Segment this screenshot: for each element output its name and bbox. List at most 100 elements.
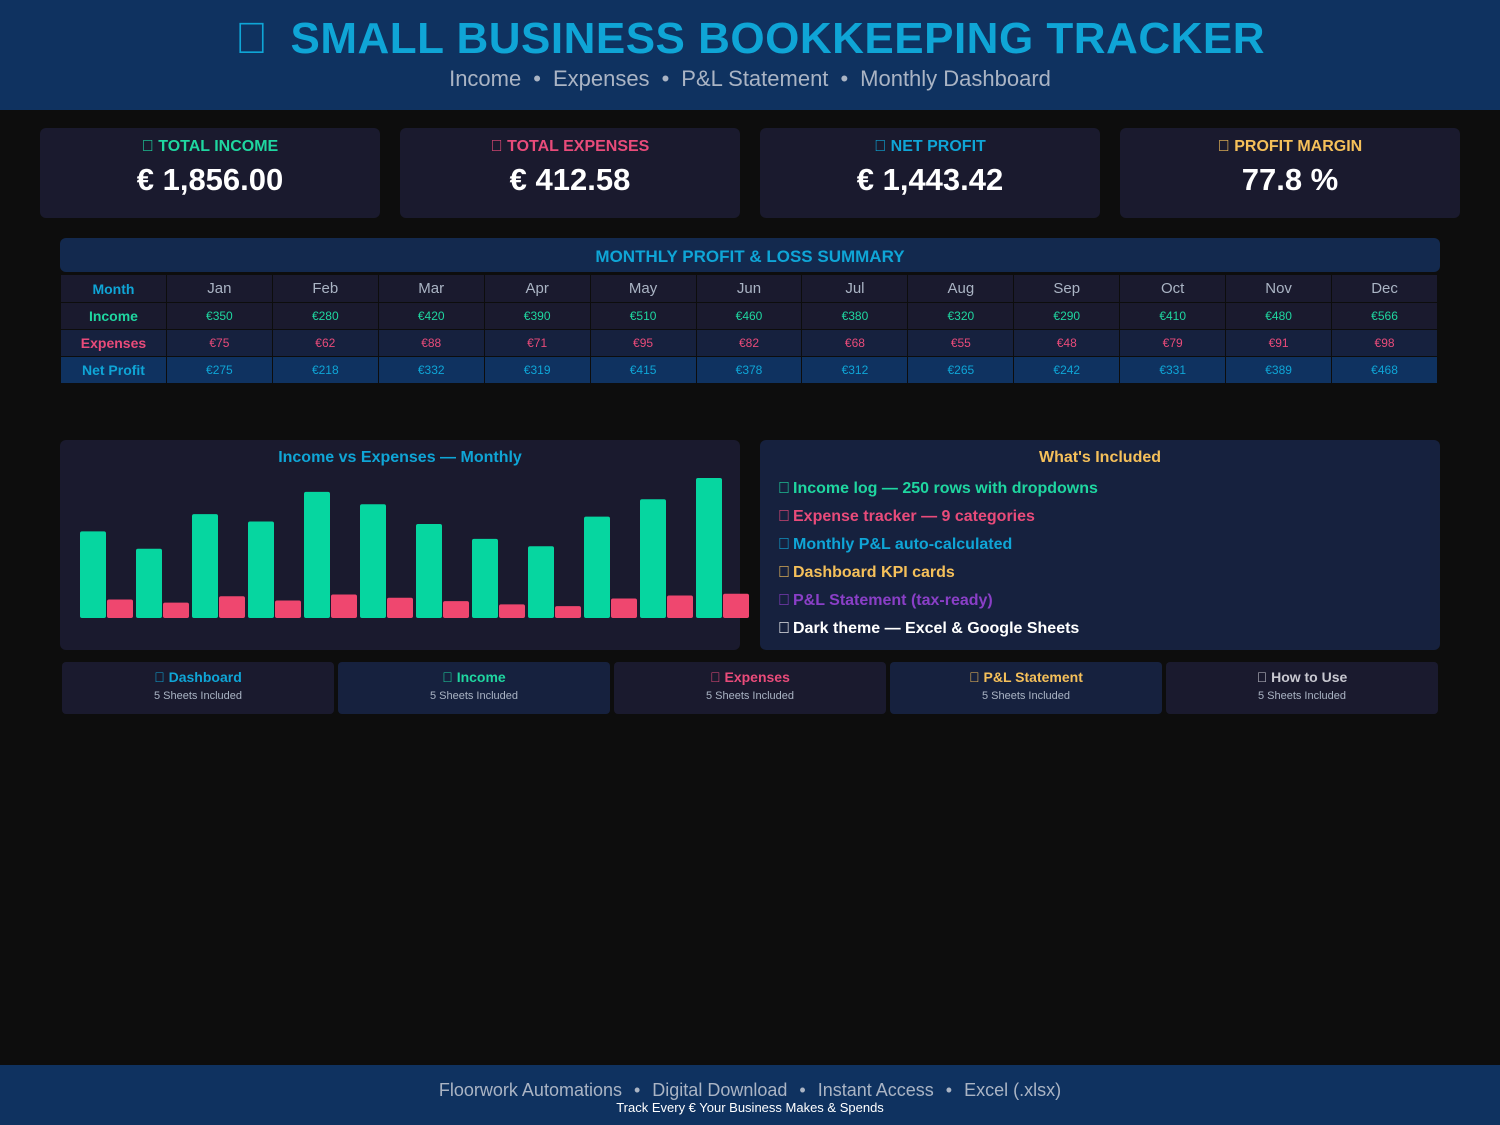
table-cell: €91 xyxy=(1225,329,1333,357)
check-icon:  xyxy=(778,620,793,638)
tab-label:  Income xyxy=(338,669,610,685)
income-bar-aug xyxy=(472,538,498,618)
list-item-text: P&L Statement (tax-ready) xyxy=(793,592,993,609)
chart-panel: Income vs Expenses — Monthly xyxy=(60,440,749,650)
kpi-value: € 1,856.00 xyxy=(136,162,284,197)
whats-included-panel: What's Included Income log — 250 rows w… xyxy=(760,440,1440,650)
table-cell: €510 xyxy=(589,302,697,330)
tab-subtitle: 5 Sheets Included xyxy=(705,690,795,702)
check-icon:  xyxy=(778,536,793,554)
income-bar-nov xyxy=(640,499,666,618)
month-cell: Jun xyxy=(695,274,803,303)
table-cell: €265 xyxy=(907,356,1015,384)
footer-item: Digital Download xyxy=(652,1080,788,1100)
tab-income[interactable]:  Income 5 Sheets Included xyxy=(338,662,610,714)
page-title: SMALL BUSINESS BOOKKEEPING TRACKER xyxy=(0,14,1500,64)
table-cell: €95 xyxy=(589,329,697,357)
income-icon:  xyxy=(442,669,453,685)
list-item: Monthly P&L auto-calculated xyxy=(778,536,1098,564)
ledger-icon:  xyxy=(235,14,269,64)
kpi-label-text: PROFIT MARGIN xyxy=(1226,138,1362,155)
kpi-label:  PROFIT MARGIN xyxy=(1120,138,1460,156)
expense-bar-jul xyxy=(443,601,469,618)
table-row-expenses: Expenses €75 €62 €88 €71 €95 €82 €68 €55… xyxy=(60,329,1438,357)
expense-bar-mar xyxy=(219,596,245,618)
footer-item: Instant Access xyxy=(817,1080,934,1100)
table-cell: €290 xyxy=(1013,302,1121,330)
table-cell: €319 xyxy=(483,356,591,384)
check-icon:  xyxy=(778,508,793,526)
tab-label:  Dashboard xyxy=(62,669,334,685)
table-cell: €55 xyxy=(907,329,1015,357)
kpi-label:  TOTAL EXPENSES xyxy=(400,138,740,156)
feature-list: Income log — 250 rows with dropdowns E… xyxy=(778,480,1098,648)
list-item: Income log — 250 rows with dropdowns xyxy=(778,480,1098,508)
expense-bar-nov xyxy=(667,595,693,618)
tab-label:  How to Use xyxy=(1166,669,1438,685)
page-title-text: SMALL BUSINESS BOOKKEEPING TRACKER xyxy=(273,14,1265,63)
table-cell: €468 xyxy=(1331,356,1438,384)
tab-dashboard[interactable]:  Dashboard 5 Sheets Included xyxy=(62,662,334,714)
table-cell: €332 xyxy=(377,356,485,384)
chart-title: Income vs Expenses — Monthly xyxy=(278,449,522,466)
footer-separator: • xyxy=(633,1080,641,1100)
pl-summary-title: MONTHLY PROFIT & LOSS SUMMARY xyxy=(60,238,1440,272)
table-cell: €62 xyxy=(271,329,379,357)
income-bar-may xyxy=(304,491,330,618)
list-item: Dashboard KPI cards xyxy=(778,564,1098,592)
tab-subtitle: 5 Sheets Included xyxy=(153,690,243,702)
list-item-text: Expense tracker — 9 categories xyxy=(793,508,1035,525)
table-cell: €218 xyxy=(271,356,379,384)
profit-icon:  xyxy=(874,138,886,155)
tab-how-to-use[interactable]:  How to Use 5 Sheets Included xyxy=(1166,662,1438,714)
table-cell: €410 xyxy=(1119,302,1227,330)
expense-bar-apr xyxy=(275,600,301,618)
expenses-icon:  xyxy=(710,669,721,685)
table-cell: €312 xyxy=(801,356,909,384)
tab-label:  Expenses xyxy=(614,669,886,685)
footer: Floorwork Automations • Digital Download • I… xyxy=(0,1065,1500,1125)
subtitle-separator: • xyxy=(661,66,670,91)
footer-brand: Floorwork Automations xyxy=(438,1080,622,1100)
month-cell: Feb xyxy=(271,274,379,303)
check-icon:  xyxy=(778,592,793,610)
table-cell: €48 xyxy=(1013,329,1121,357)
table-cell: €389 xyxy=(1225,356,1333,384)
month-cell: Aug xyxy=(907,274,1015,303)
month-cell: Oct xyxy=(1119,274,1227,303)
kpi-card-total-expenses:  TOTAL EXPENSES € 412.58 xyxy=(400,128,740,218)
pl-summary-table: Month Jan Feb Mar Apr May Jun Jul Aug Se… xyxy=(60,274,1438,384)
tab-label-text: Dashboard xyxy=(161,669,242,685)
kpi-label-text: NET PROFIT xyxy=(882,138,986,155)
month-cell: Mar xyxy=(377,274,485,303)
kpi-value: € 1,443.42 xyxy=(856,162,1004,197)
kpi-card-total-income:  TOTAL INCOME € 1,856.00 xyxy=(40,128,380,218)
expense-bar-may xyxy=(331,594,357,618)
list-item-text: Dashboard KPI cards xyxy=(793,564,955,581)
kpi-card-profit-margin:  PROFIT MARGIN 77.8 % xyxy=(1120,128,1460,218)
income-bar-apr xyxy=(248,521,274,618)
month-cell: Nov xyxy=(1225,274,1333,303)
list-item: P&L Statement (tax-ready) xyxy=(778,592,1098,620)
statement-icon:  xyxy=(969,669,980,685)
income-bar-jul xyxy=(416,524,442,618)
expense-bar-feb xyxy=(163,602,189,618)
tab-expenses[interactable]:  Expenses 5 Sheets Included xyxy=(614,662,886,714)
list-item-text: Dark theme — Excel & Google Sheets xyxy=(793,620,1080,637)
kpi-card-net-profit:  NET PROFIT € 1,443.42 xyxy=(760,128,1100,218)
expense-bar-sep xyxy=(555,606,581,618)
table-cell: €98 xyxy=(1331,329,1438,357)
kpi-label:  NET PROFIT xyxy=(760,138,1100,156)
table-cell: €331 xyxy=(1119,356,1227,384)
income-bar-dec xyxy=(696,478,722,618)
footer-item: Excel (.xlsx) xyxy=(964,1080,1062,1100)
subtitle-item-expenses: Expenses xyxy=(552,66,650,91)
table-cell: €79 xyxy=(1119,329,1227,357)
kpi-value: € 412.58 xyxy=(509,162,631,197)
income-bar-jan xyxy=(80,531,106,618)
table-cell: €480 xyxy=(1225,302,1333,330)
expenses-icon:  xyxy=(491,138,503,155)
tab-pl-statement[interactable]:  P&L Statement 5 Sheets Included xyxy=(890,662,1162,714)
tab-subtitle: 5 Sheets Included xyxy=(1257,690,1347,702)
list-item: Expense tracker — 9 categories xyxy=(778,508,1098,536)
